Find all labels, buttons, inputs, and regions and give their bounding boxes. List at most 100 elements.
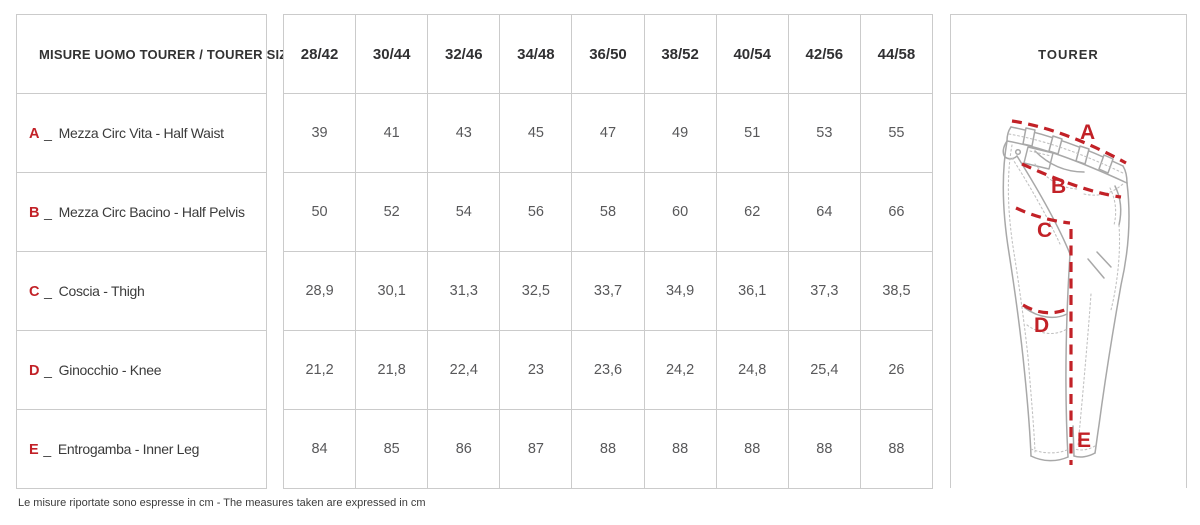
measure-dashed-lines <box>1011 119 1127 465</box>
size-value-cell: 62 <box>717 173 789 251</box>
units-footnote: Le misure riportate sono espresse in cm … <box>18 497 426 509</box>
measure-label-text: Mezza Circ Bacino - Half Pelvis <box>58 203 245 220</box>
size-value-cell: 88 <box>789 410 861 488</box>
size-value-cell: 52 <box>356 173 429 251</box>
measure-letter: B <box>29 204 40 221</box>
table-title-cell: MISURE UOMO TOURER / TOURER SIZES <box>17 15 305 94</box>
measure-labels-column: MISURE UOMO TOURER / TOURER SIZES A _ Mezz… <box>16 14 305 489</box>
measure-label: C _ Coscia - Thigh <box>29 282 145 300</box>
size-value-cell: 25,4 <box>789 331 861 409</box>
measure-row-label-d: D _ Ginocchio - Knee <box>17 331 266 410</box>
measure-separator: _ <box>44 282 52 299</box>
measure-label-d: D <box>1034 314 1049 337</box>
measure-row-label-b: B _ Mezza Circ Bacino - Half Pelvis <box>17 173 266 252</box>
measure-label: B _ Mezza Circ Bacino - Half Pelvis <box>29 204 245 221</box>
measure-separator: _ <box>44 124 52 141</box>
measure-separator: _ <box>44 203 52 220</box>
size-value-cell: 88 <box>645 410 717 488</box>
size-value-cell: 54 <box>428 173 501 251</box>
measure-letter: A <box>29 125 40 142</box>
measure-letter: C <box>29 283 40 300</box>
values-row-e: 84 85 86 87 88 88 88 88 88 <box>284 410 932 489</box>
measure-letter: E <box>29 441 39 458</box>
size-value-cell: 87 <box>500 410 573 488</box>
size-header-cell: 34/48 <box>500 15 573 93</box>
size-value-cell: 38,5 <box>882 283 911 299</box>
measure-row-label-e: E _ Entrogamba - Inner Leg <box>17 410 266 489</box>
size-value-cell: 34,9 <box>645 252 717 330</box>
size-value-cell: 24,2 <box>645 331 717 409</box>
size-header-cell: 40/54 <box>717 15 789 93</box>
size-header-cell: 36/50 <box>572 15 645 93</box>
size-value-cell: 23,6 <box>572 331 645 409</box>
size-value-cell: 21,8 <box>356 331 429 409</box>
illustration-column: TOURER <box>950 14 1187 488</box>
values-row-b: 50 52 54 56 58 60 62 64 66 <box>284 173 932 252</box>
size-value-cell: 84 <box>284 410 357 488</box>
size-value-cell: 60 <box>645 173 717 251</box>
size-value-cell: 55 <box>888 125 905 141</box>
size-value-cell: 86 <box>428 410 501 488</box>
measure-separator: _ <box>43 440 51 457</box>
measure-row-label-a: A _ Mezza Circ Vita - Half Waist <box>17 94 266 173</box>
measure-letter-labels: A B C D E <box>1034 121 1095 452</box>
measure-label-b: B <box>1051 175 1066 198</box>
values-row-a: 39 41 43 45 47 49 51 53 55 <box>284 94 932 173</box>
size-value-cell: 43 <box>428 94 501 172</box>
size-header-cell: 30/44 <box>356 15 429 93</box>
size-value-cell: 53 <box>789 94 861 172</box>
measure-label-a: A <box>1080 121 1095 144</box>
size-header-row: 28/42 30/44 32/46 34/48 36/50 38/52 40/5… <box>284 15 932 94</box>
size-header-cell: 28/42 <box>284 15 357 93</box>
size-value-cell: 88 <box>888 441 905 457</box>
size-value-cell: 28,9 <box>284 252 357 330</box>
measure-separator: _ <box>44 361 52 378</box>
measure-line-c <box>1015 206 1071 225</box>
values-row-c: 28,9 30,1 31,3 32,5 33,7 34,9 36,1 37,3 … <box>284 252 932 331</box>
measure-label-text: Coscia - Thigh <box>58 282 145 299</box>
size-value-cell: 47 <box>572 94 645 172</box>
size-header-cell: 42/56 <box>789 15 861 93</box>
measure-label: A _ Mezza Circ Vita - Half Waist <box>29 125 224 142</box>
size-value-cell: 23 <box>500 331 573 409</box>
sizes-grid: 28/42 30/44 32/46 34/48 36/50 38/52 40/5… <box>283 14 933 489</box>
size-value-cell: 24,8 <box>717 331 789 409</box>
measure-line-b <box>1021 162 1122 199</box>
size-value-cell: 51 <box>717 94 789 172</box>
measure-row-label-c: C _ Coscia - Thigh <box>17 252 266 331</box>
size-value-cell: 39 <box>284 94 357 172</box>
size-value-cell: 64 <box>789 173 861 251</box>
measure-label: D _ Ginocchio - Knee <box>29 361 162 379</box>
size-header-cell: 38/52 <box>645 15 717 93</box>
size-header-cell: 32/46 <box>428 15 501 93</box>
illustration-header: TOURER <box>951 15 1186 94</box>
illustration-cell: A B C D E <box>951 94 1186 488</box>
measure-label-text: Ginocchio - Knee <box>58 361 162 378</box>
values-row-d: 21,2 21,8 22,4 23 23,6 24,2 24,8 25,4 26 <box>284 331 932 410</box>
size-value-cell: 30,1 <box>356 252 429 330</box>
size-value-cell: 85 <box>356 410 429 488</box>
size-header-cell: 44/58 <box>877 45 916 63</box>
measure-label-text: Mezza Circ Vita - Half Waist <box>58 124 224 141</box>
measure-line-d <box>1022 303 1068 315</box>
size-value-cell: 50 <box>284 173 357 251</box>
size-value-cell: 56 <box>500 173 573 251</box>
size-value-cell: 32,5 <box>500 252 573 330</box>
size-value-cell: 49 <box>645 94 717 172</box>
size-value-cell: 41 <box>356 94 429 172</box>
measure-label-c: C <box>1037 219 1052 242</box>
size-value-cell: 31,3 <box>428 252 501 330</box>
size-value-cell: 45 <box>500 94 573 172</box>
size-value-cell: 66 <box>888 204 905 220</box>
table-title: MISURE UOMO TOURER / TOURER SIZES <box>39 46 306 62</box>
measure-label: E _ Entrogamba - Inner Leg <box>29 441 199 458</box>
size-value-cell: 22,4 <box>428 331 501 409</box>
measure-label-text: Entrogamba - Inner Leg <box>57 440 200 457</box>
size-value-cell: 88 <box>717 410 789 488</box>
size-value-cell: 36,1 <box>717 252 789 330</box>
size-value-cell: 37,3 <box>789 252 861 330</box>
size-value-cell: 21,2 <box>284 331 357 409</box>
size-value-cell: 58 <box>572 173 645 251</box>
pants-outline <box>1002 126 1130 462</box>
